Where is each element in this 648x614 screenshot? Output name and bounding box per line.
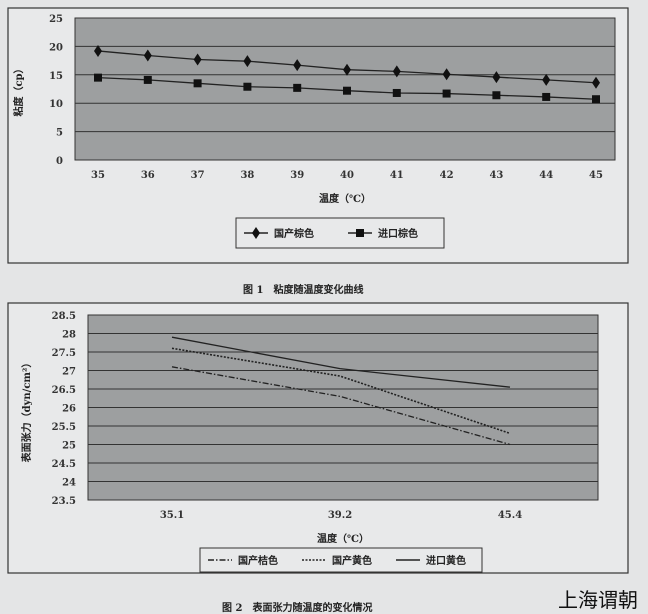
series-line [171, 347, 511, 435]
data-point-square [442, 89, 451, 98]
y-tick-label: 5 [56, 128, 63, 139]
y-tick-label: 20 [49, 42, 63, 53]
figure-2-caption: 图 2 表面张力随温度的变化情况 [222, 603, 373, 614]
data-point-diamond [392, 65, 401, 78]
data-point-square [143, 75, 152, 84]
x-tick-label: 41 [390, 170, 404, 181]
y-tick-label: 15 [49, 71, 63, 82]
y-axis-label: 粘度（cp） [12, 63, 25, 116]
data-point-square [94, 73, 102, 82]
data-point-diamond [343, 63, 351, 76]
x-tick-label: 39 [290, 170, 304, 181]
data-point-square [592, 95, 600, 104]
series-line [171, 336, 511, 388]
data-point-diamond [94, 44, 102, 57]
x-axis-label: 温度（℃） [319, 192, 371, 205]
legend-label: 国产棕色 [274, 227, 314, 240]
legend-label: 国产黄色 [332, 554, 372, 567]
y-tick-label: 28.5 [52, 311, 76, 322]
figure-1-caption: 图 1 粘度随温度变化曲线 [243, 285, 364, 296]
data-point-diamond [293, 59, 302, 72]
data-point-diamond [592, 76, 600, 89]
x-tick-label: 37 [191, 170, 205, 181]
data-point-square [492, 91, 501, 100]
data-point-diamond [442, 68, 451, 81]
legend-label: 进口黄色 [426, 554, 466, 567]
data-point-diamond [243, 55, 252, 68]
watermark: 上海谓朝 [558, 588, 638, 612]
data-point-square [343, 86, 351, 95]
x-tick-label: 40 [340, 170, 354, 181]
x-tick-label: 42 [440, 170, 454, 181]
legend-label: 进口棕色 [378, 227, 418, 240]
y-tick-label: 25 [62, 441, 76, 452]
legend-label: 国产桔色 [238, 554, 278, 567]
x-tick-label: 36 [141, 170, 155, 181]
x-tick-label: 45.4 [498, 510, 522, 521]
x-axis-label: 温度（℃） [317, 532, 369, 545]
y-tick-label: 25 [49, 14, 63, 25]
legend-diamond-icon [252, 227, 260, 239]
data-point-diamond [193, 53, 202, 66]
data-point-square [293, 83, 302, 92]
y-tick-label: 27.5 [52, 348, 76, 359]
data-point-square [392, 88, 401, 97]
y-tick-label: 28 [62, 330, 76, 341]
y-tick-label: 26 [62, 404, 76, 415]
y-tick-label: 24.5 [52, 459, 76, 470]
data-point-square [542, 92, 551, 101]
legend-square-icon [356, 229, 364, 237]
y-tick-label: 23.5 [52, 496, 76, 507]
x-tick-label: 45 [589, 170, 603, 181]
data-point-diamond [492, 71, 501, 84]
x-tick-label: 35 [91, 170, 105, 181]
x-tick-label: 39.2 [328, 510, 352, 521]
data-point-diamond [542, 73, 551, 86]
x-tick-label: 43 [489, 170, 503, 181]
x-tick-label: 44 [539, 170, 553, 181]
series-line [171, 366, 511, 446]
y-tick-label: 25.5 [52, 422, 76, 433]
x-tick-label: 38 [240, 170, 254, 181]
y-tick-label: 27 [62, 367, 76, 378]
x-tick-label: 35.1 [160, 510, 184, 521]
legend [235, 217, 445, 249]
y-tick-label: 0 [56, 156, 63, 167]
data-point-diamond [143, 49, 152, 62]
y-tick-label: 10 [49, 99, 63, 110]
legend [199, 547, 483, 573]
y-tick-label: 24 [62, 478, 76, 489]
data-point-square [243, 82, 252, 91]
y-tick-label: 26.5 [52, 385, 76, 396]
y-axis-label: 表面张力（dyn/cm²） [20, 358, 33, 464]
data-point-square [193, 79, 202, 88]
